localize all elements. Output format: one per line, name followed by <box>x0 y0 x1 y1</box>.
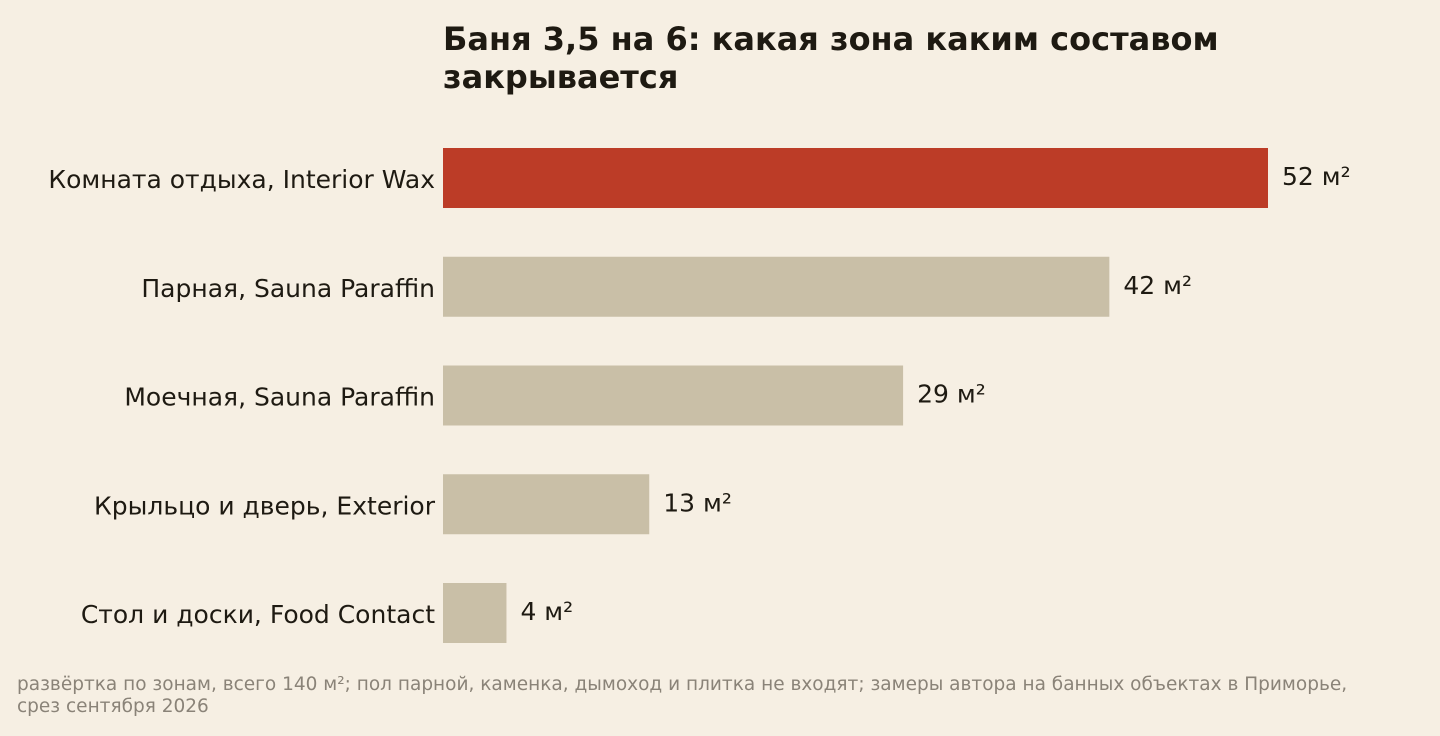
category-label: Стол и доски, Food Contact <box>81 600 435 629</box>
bar <box>443 256 1110 317</box>
chart-title: Баня 3,5 на 6: какая зона каким составом… <box>443 20 1219 96</box>
category-label: Крыльцо и дверь, Exterior <box>94 491 436 520</box>
value-label: 29 м² <box>917 380 986 409</box>
bar <box>443 148 1268 208</box>
chart: Комната отдыха, Interior Wax 52 м² Парная,… <box>48 148 1351 643</box>
value-label: 13 м² <box>663 488 732 517</box>
value-label: 42 м² <box>1123 271 1192 300</box>
category-label: Парная, Sauna Paraffin <box>141 274 435 303</box>
bar <box>443 474 650 535</box>
value-label: 52 м² <box>1282 162 1351 191</box>
footnote: развёртка по зонам, всего 140 м²; пол па… <box>17 674 1348 717</box>
bar <box>443 365 904 426</box>
category-label: Комната отдыха, Interior Wax <box>48 165 435 194</box>
category-label: Моечная, Sauna Paraffin <box>124 383 435 412</box>
bar <box>443 583 507 643</box>
value-label: 4 м² <box>520 597 573 626</box>
